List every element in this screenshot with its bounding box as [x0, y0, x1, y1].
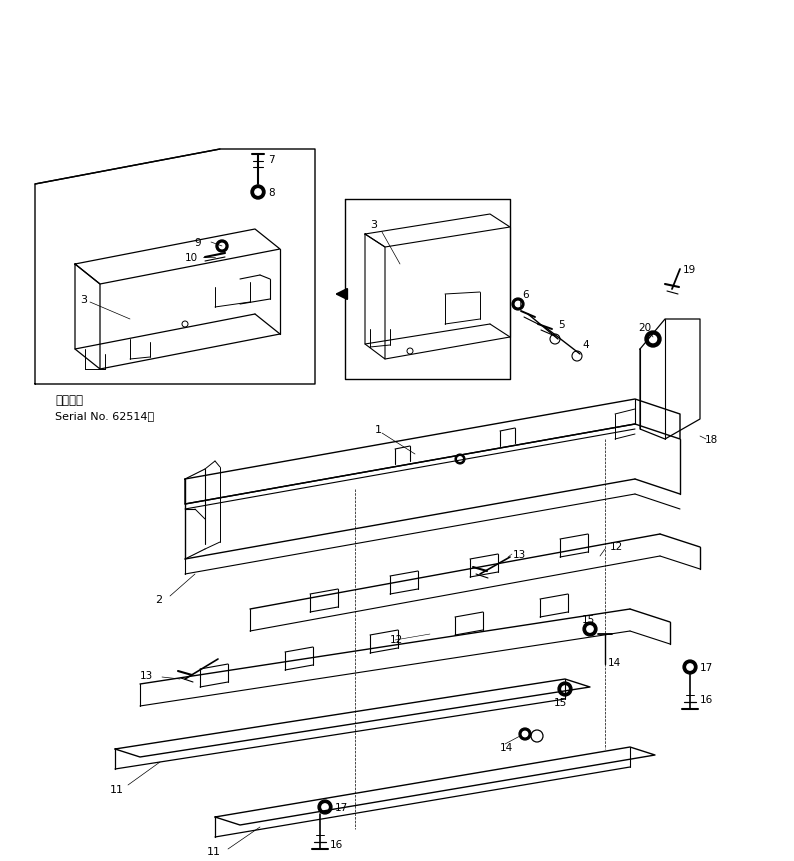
Circle shape — [515, 302, 521, 307]
Circle shape — [587, 626, 593, 633]
Text: 13: 13 — [513, 549, 526, 560]
Text: 17: 17 — [700, 662, 713, 672]
Text: 8: 8 — [268, 188, 275, 198]
Text: Serial No. 62514～: Serial No. 62514～ — [55, 411, 154, 420]
Circle shape — [519, 728, 531, 740]
Text: 19: 19 — [683, 264, 696, 275]
Text: 12: 12 — [390, 635, 403, 644]
Text: 1: 1 — [375, 424, 382, 435]
Circle shape — [455, 455, 465, 464]
Text: 5: 5 — [558, 319, 565, 330]
Text: 14: 14 — [608, 657, 621, 667]
Circle shape — [562, 686, 569, 692]
Text: 9: 9 — [194, 238, 201, 248]
Text: 11: 11 — [110, 784, 124, 794]
Circle shape — [522, 732, 528, 737]
Circle shape — [216, 241, 228, 253]
Text: 15: 15 — [554, 697, 567, 707]
Text: 16: 16 — [330, 839, 343, 849]
Circle shape — [645, 331, 661, 348]
Text: 4: 4 — [582, 339, 588, 350]
Text: 2: 2 — [155, 594, 162, 604]
Text: 適用号機: 適用号機 — [55, 393, 83, 406]
Circle shape — [251, 186, 265, 200]
Text: 13: 13 — [140, 670, 153, 680]
Text: 15: 15 — [582, 614, 596, 624]
Text: 20: 20 — [638, 323, 651, 332]
Text: 17: 17 — [335, 802, 349, 812]
Text: 16: 16 — [700, 694, 713, 704]
Text: 11: 11 — [207, 846, 221, 856]
Circle shape — [458, 457, 462, 461]
Circle shape — [583, 623, 597, 636]
Circle shape — [322, 804, 328, 810]
Circle shape — [683, 660, 697, 674]
Text: 6: 6 — [522, 289, 529, 300]
Text: 7: 7 — [268, 155, 275, 164]
Circle shape — [687, 664, 693, 671]
Circle shape — [512, 299, 524, 311]
Circle shape — [219, 244, 225, 250]
Circle shape — [318, 800, 332, 814]
Text: 18: 18 — [705, 435, 719, 444]
Circle shape — [649, 336, 657, 344]
Text: 10: 10 — [185, 253, 198, 263]
Text: 14: 14 — [500, 742, 513, 753]
Text: 12: 12 — [610, 542, 623, 551]
Circle shape — [255, 189, 261, 196]
Circle shape — [558, 682, 572, 697]
Text: 3: 3 — [80, 294, 87, 305]
Text: 3: 3 — [370, 220, 377, 230]
